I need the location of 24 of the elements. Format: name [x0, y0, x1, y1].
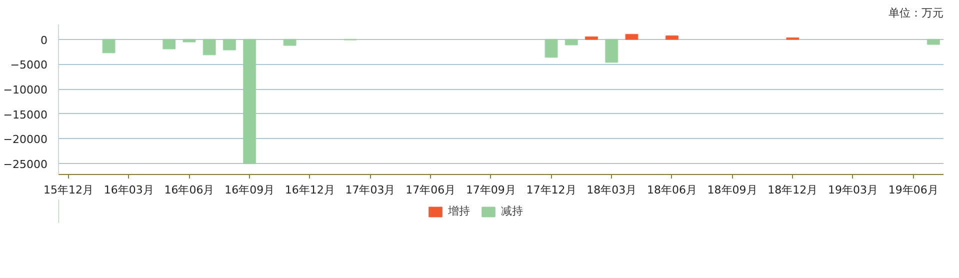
legend-label: 减持	[501, 204, 523, 218]
x-tick-label: 17年09月	[466, 184, 516, 196]
y-tick-label: −20000	[3, 133, 48, 146]
x-tick-label: 16年06月	[164, 184, 214, 196]
text: 单位：万元	[888, 6, 944, 20]
x-tick-label: 17年03月	[345, 184, 396, 196]
x-tick-label: 19年03月	[828, 184, 878, 196]
x-tick-label: 18年12月	[768, 184, 818, 196]
x-tick-label: 16年03月	[104, 184, 154, 196]
y-tick-label: −25000	[3, 158, 48, 172]
x-tick-label: 18年03月	[586, 184, 637, 196]
x-tick-label: 16年12月	[284, 184, 335, 196]
y-tick-label: −5000	[10, 58, 48, 72]
x-tick-label: 16年09月	[224, 184, 275, 196]
x-tick-label: 17年06月	[406, 184, 456, 196]
y-tick-label: 0	[40, 34, 48, 47]
y-tick-label: −10000	[3, 84, 48, 97]
x-tick-label: 18年09月	[707, 184, 758, 196]
legend-label: 增持	[448, 204, 470, 218]
x-tick-label: 19年06月	[888, 184, 938, 196]
y-tick-label: −15000	[3, 108, 48, 122]
x-tick-label: 18年06月	[646, 184, 697, 196]
x-tick-label: 17年12月	[526, 184, 576, 196]
x-tick-label: 15年12月	[44, 184, 94, 196]
